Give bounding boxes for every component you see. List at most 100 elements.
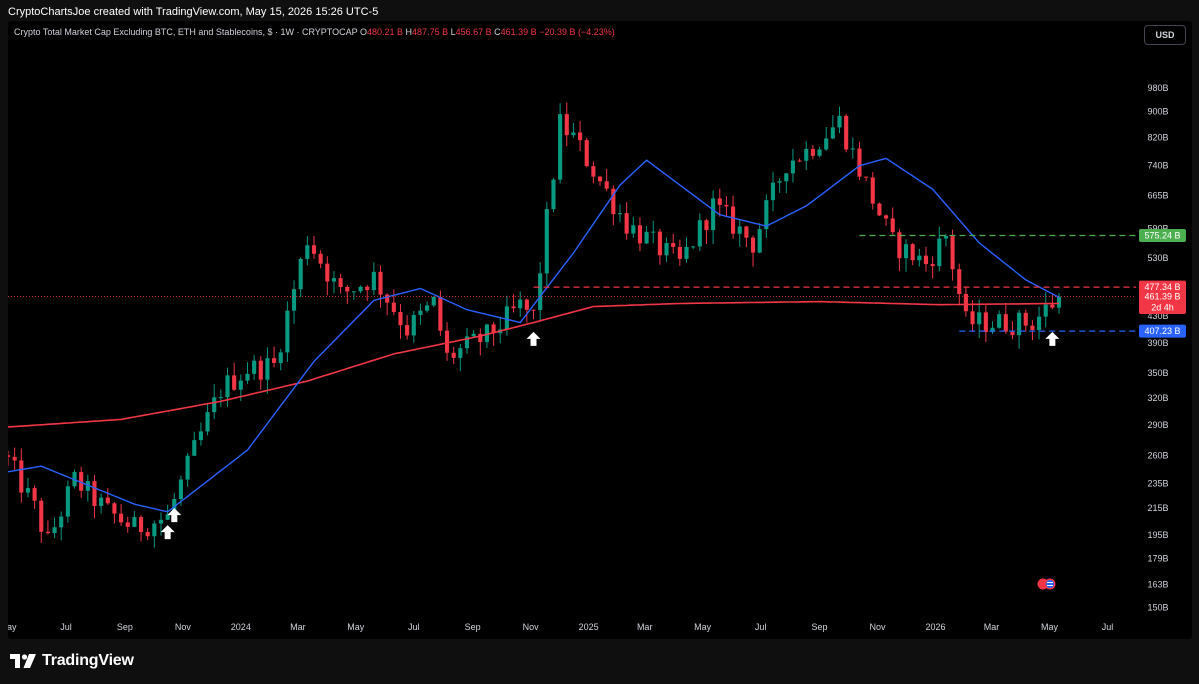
candle-body xyxy=(671,243,676,247)
candle-body xyxy=(943,236,949,239)
candle-body xyxy=(252,360,257,374)
candle-body xyxy=(464,336,470,349)
candle-body xyxy=(258,360,263,380)
candle-body xyxy=(225,375,230,398)
y-tick-label: 215B xyxy=(1147,503,1168,513)
candle-body xyxy=(92,481,97,506)
candle-body xyxy=(731,206,736,234)
candle-body xyxy=(637,225,643,244)
candle-body xyxy=(125,522,130,527)
candle-body xyxy=(1043,304,1048,317)
candle-body xyxy=(857,148,862,177)
candle-body xyxy=(824,138,829,150)
candle-body xyxy=(272,358,277,363)
legend-high: 487.75 B xyxy=(412,27,449,37)
candle-body xyxy=(664,243,669,256)
candle-body xyxy=(378,271,383,295)
legend-close: 461.39 B xyxy=(500,27,537,37)
candle-body xyxy=(538,273,543,310)
candle-body xyxy=(504,306,509,330)
candle-body xyxy=(398,311,403,326)
candle-body xyxy=(651,231,656,233)
candle-body xyxy=(265,358,270,380)
candle-body xyxy=(551,179,556,210)
x-tick-label: May xyxy=(347,622,365,632)
candle-body xyxy=(19,460,24,493)
legend-high-label: H xyxy=(405,27,413,37)
candle-body xyxy=(930,264,935,267)
candle-body xyxy=(558,114,563,180)
candle-body xyxy=(691,246,696,248)
currency-button[interactable]: USD xyxy=(1144,25,1186,45)
candle-body xyxy=(864,176,869,178)
candle-body xyxy=(584,140,589,167)
badge-green-bg xyxy=(1139,228,1186,242)
candle-body xyxy=(79,471,84,491)
candle-body xyxy=(185,455,190,480)
tradingview-brand: TradingView xyxy=(42,652,134,669)
candle-body xyxy=(478,333,483,343)
legend-low-label: L xyxy=(450,27,456,37)
legend-change: −20.39 B (−4.23%) xyxy=(539,27,615,37)
candle-body xyxy=(158,519,164,524)
x-tick-label: Jul xyxy=(60,622,72,632)
us-flag-icon[interactable] xyxy=(1037,578,1057,590)
candle-body xyxy=(444,330,450,353)
candle-body xyxy=(471,333,476,337)
candle-body xyxy=(877,203,882,216)
candle-body xyxy=(910,244,915,261)
x-tick-label: 2026 xyxy=(925,622,945,632)
y-tick-label: 820B xyxy=(1147,132,1168,142)
y-tick-label: 260B xyxy=(1147,450,1168,460)
candle-body xyxy=(724,204,729,207)
x-tick-label: May xyxy=(1041,622,1059,632)
candle-body xyxy=(511,306,516,309)
candle-body xyxy=(897,232,902,259)
candle-body xyxy=(132,517,137,527)
candle-body xyxy=(411,314,416,336)
candle-body xyxy=(744,226,749,238)
candle-body xyxy=(884,215,889,219)
candle-body xyxy=(152,523,157,537)
badge-blue-label: 407.23 B xyxy=(1144,326,1180,336)
candle-body xyxy=(970,311,975,325)
price-chart[interactable]: 150B 163B 179B 195B 215B 235B 260B 290B 320B 350B… xyxy=(8,21,1192,639)
y-tick-label: 163B xyxy=(1147,580,1168,590)
candle-body xyxy=(458,348,463,358)
candle-body xyxy=(578,132,583,141)
candle-body xyxy=(591,166,596,177)
candle-body xyxy=(1050,304,1055,308)
badge-red-label: 477.34 B xyxy=(1144,282,1180,292)
candle-body xyxy=(311,245,317,254)
x-tick-label: Sep xyxy=(465,622,481,632)
candle-body xyxy=(12,456,17,461)
candle-body xyxy=(218,397,223,399)
x-tick-label: Nov xyxy=(175,622,192,632)
candle-body xyxy=(890,218,895,233)
candle-body xyxy=(405,325,410,336)
candle-body xyxy=(518,299,523,309)
candle-body xyxy=(564,114,569,136)
x-tick-label: Nov xyxy=(870,622,887,632)
candle-body xyxy=(624,213,629,234)
candle-body xyxy=(764,200,769,230)
candle-body xyxy=(112,503,117,514)
candle-body xyxy=(338,278,343,287)
candle-body xyxy=(8,455,11,457)
y-tick-label: 740B xyxy=(1147,161,1168,171)
chart-pane[interactable]: 150B 163B 179B 195B 215B 235B 260B 290B 320B 350B… xyxy=(8,21,1192,639)
candle-body xyxy=(571,132,576,136)
chart-legend: Crypto Total Market Cap Excluding BTC, E… xyxy=(14,27,615,37)
y-tick-label: 290B xyxy=(1147,420,1168,430)
candle-body xyxy=(604,181,609,189)
x-tick-label: Jul xyxy=(1102,622,1114,632)
x-tick-label: May xyxy=(694,622,712,632)
legend-close-label: C xyxy=(494,27,501,37)
y-tick-label: 665B xyxy=(1147,190,1168,200)
candle-body xyxy=(365,286,370,291)
candle-body xyxy=(192,440,197,456)
candle-body xyxy=(291,289,297,311)
candle-body xyxy=(105,497,110,504)
candle-body xyxy=(997,314,1002,328)
